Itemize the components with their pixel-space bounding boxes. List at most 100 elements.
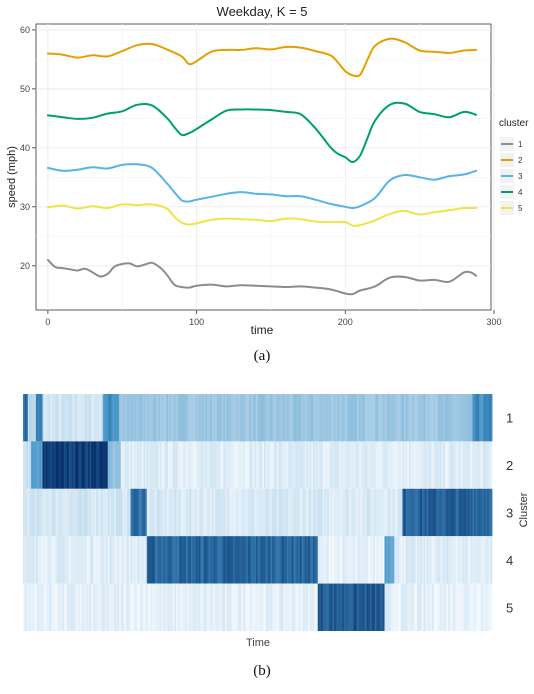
heatmap-cell xyxy=(465,441,468,489)
heatmap-cell xyxy=(368,583,371,631)
heatmap-cell xyxy=(102,394,105,442)
heatmap-cell xyxy=(44,441,47,489)
heatmap-cell xyxy=(343,488,346,537)
heatmap-cell xyxy=(264,441,267,489)
heatmap-cell xyxy=(37,394,40,442)
heatmap-cell xyxy=(337,583,340,631)
heatmap-cell xyxy=(364,488,368,537)
heatmap-cell xyxy=(306,536,309,584)
heatmap-cell xyxy=(391,536,394,584)
heatmap-cell xyxy=(392,583,395,631)
heatmap-cell xyxy=(392,394,395,442)
heatmap-cell xyxy=(117,488,120,537)
heatmap-cell xyxy=(123,441,126,489)
heatmap-cell xyxy=(241,583,244,631)
heatmap-cell xyxy=(229,394,232,442)
heatmap-cell xyxy=(293,441,296,489)
heatmap-row-labels: 1 2 3 4 5 xyxy=(506,411,513,616)
heatmap-cell xyxy=(262,536,265,584)
heatmap-cell xyxy=(192,583,195,631)
heatmap-cell xyxy=(145,394,148,442)
heatmap-cell xyxy=(335,394,338,442)
heatmap-cell xyxy=(277,394,280,442)
heatmap-cell xyxy=(45,536,48,584)
heatmap-cell xyxy=(348,441,351,489)
heatmap-cell xyxy=(478,536,481,584)
heatmap-cell xyxy=(268,536,271,584)
heatmap-cell xyxy=(119,536,122,584)
heatmap-cell xyxy=(338,536,341,584)
heatmap-cell xyxy=(298,536,301,584)
heatmap-cell xyxy=(417,441,420,489)
heatmap-cell xyxy=(314,394,317,442)
heatmap-cell xyxy=(355,536,358,584)
heatmap-cell xyxy=(332,488,335,537)
heatmap-cell xyxy=(488,441,491,489)
y-ticks: 20 30 40 50 60 xyxy=(20,25,36,271)
heatmap-cell xyxy=(63,394,66,442)
heatmap-cell xyxy=(478,394,481,442)
heatmap-cell xyxy=(444,394,447,442)
heatmap-cell xyxy=(283,536,286,584)
heatmap-cell xyxy=(88,394,91,442)
heatmap-cell xyxy=(343,583,346,631)
heatmap-cell xyxy=(213,583,216,631)
heatmap-cell xyxy=(192,441,195,489)
heatmap-cell xyxy=(128,536,131,584)
heatmap-cell xyxy=(280,583,283,631)
heatmap-cell xyxy=(363,488,366,537)
heatmap-cell xyxy=(408,583,411,631)
heatmap-cell xyxy=(174,488,177,537)
heatmap-cell xyxy=(405,583,408,631)
heatmap-cell xyxy=(285,488,288,537)
heatmap-cell xyxy=(130,488,133,537)
heatmap-cell xyxy=(400,536,403,584)
heatmap-cell xyxy=(264,583,267,631)
heatmap-cell xyxy=(441,583,444,631)
heatmap-cell xyxy=(294,441,297,489)
heatmap-cell xyxy=(128,394,131,442)
heatmap-cell xyxy=(470,536,473,584)
heatmap-cell xyxy=(273,441,276,489)
heatmap-cell xyxy=(444,536,447,584)
heatmap-cell xyxy=(195,441,198,489)
x-tick-label: 0 xyxy=(45,317,50,327)
heatmap-cell xyxy=(148,394,151,442)
heatmap-cell xyxy=(169,488,172,537)
heatmap-cell xyxy=(211,488,214,537)
heatmap-cell xyxy=(345,536,348,584)
heatmap-cell xyxy=(127,441,130,489)
heatmap-cell xyxy=(146,536,149,584)
heatmap-cell xyxy=(337,536,340,584)
heatmap-cell xyxy=(127,583,130,631)
heatmap-cell xyxy=(408,488,411,537)
heatmap-cell xyxy=(278,394,281,442)
heatmap-cell xyxy=(459,536,462,584)
heatmap-cell xyxy=(485,536,488,584)
heatmap-cell xyxy=(467,488,470,537)
heatmap-cell xyxy=(207,583,210,631)
heatmap-cell xyxy=(412,488,415,537)
heatmap-cell xyxy=(452,488,455,537)
heatmap-cell xyxy=(353,488,356,537)
heatmap-cell xyxy=(340,488,343,537)
heatmap-cell xyxy=(264,488,267,537)
heatmap-cell xyxy=(309,536,312,584)
heatmap-cell xyxy=(112,441,115,489)
heatmap-cell xyxy=(355,583,358,631)
heatmap-cell xyxy=(161,488,164,537)
heatmap-cell xyxy=(228,536,231,584)
heatmap-cell xyxy=(208,536,211,584)
heatmap-cell xyxy=(299,488,302,537)
heatmap-cell xyxy=(386,536,389,584)
heatmap-cell xyxy=(477,441,480,489)
heatmap-cell xyxy=(264,536,267,584)
heatmap-cell xyxy=(454,583,457,631)
heatmap-cell xyxy=(364,394,368,442)
heatmap-cell xyxy=(223,536,226,584)
heatmap-cell xyxy=(426,488,429,537)
heatmap-cell xyxy=(138,536,141,584)
heatmap-cell xyxy=(117,394,120,442)
heatmap-cell xyxy=(431,488,434,537)
heatmap-cell xyxy=(24,441,27,489)
